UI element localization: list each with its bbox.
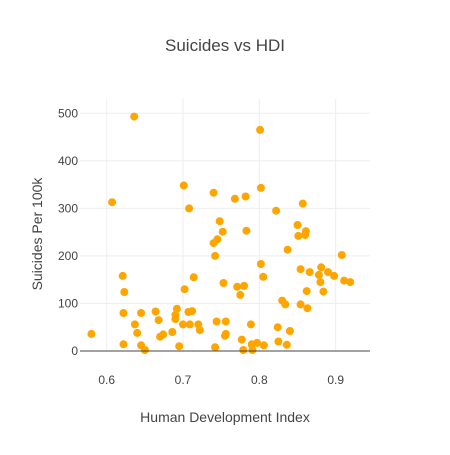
scatter-point	[212, 317, 221, 326]
x-tick-label: 0.9	[327, 373, 344, 387]
y-tick-label: 0	[71, 344, 78, 358]
scatter-point	[175, 342, 184, 351]
scatter-point	[218, 227, 227, 236]
scatter-point	[230, 194, 239, 203]
scatter-point	[133, 328, 142, 337]
scatter-point	[219, 279, 228, 287]
scatter-point	[346, 278, 355, 287]
scatter-point	[283, 245, 292, 254]
scatter-point	[330, 271, 339, 280]
scatter-point	[285, 327, 294, 335]
scatter-point	[118, 271, 127, 280]
scatter-point	[256, 260, 265, 268]
scatter-point	[213, 235, 222, 244]
y-tick-label: 100	[58, 296, 78, 310]
y-axis-title: Suicides Per 100k	[29, 177, 45, 291]
y-tick-label: 300	[58, 201, 78, 215]
scatter-point	[151, 307, 160, 316]
scatter-point	[316, 278, 325, 287]
scatter-point	[211, 251, 220, 260]
x-axis-title: Human Development Index	[140, 409, 310, 425]
x-tick-label: 0.8	[251, 373, 268, 387]
scatter-point	[140, 346, 149, 354]
scatter-point	[185, 320, 194, 329]
scatter-point	[239, 346, 248, 354]
scatter-point	[274, 337, 283, 346]
scatter-point	[314, 270, 323, 279]
scatter-point	[211, 343, 220, 352]
scatter-point	[209, 188, 218, 197]
scatter-point	[296, 265, 305, 274]
scatter-point	[221, 329, 230, 338]
scatter-point	[246, 320, 255, 329]
scatter-point	[188, 307, 197, 316]
scatter-point	[168, 328, 177, 336]
scatter-point	[130, 320, 139, 329]
y-tick-label: 500	[58, 106, 78, 120]
scatter-point	[296, 300, 305, 309]
scatter-point	[337, 251, 346, 259]
scatter-point	[303, 304, 312, 313]
scatter-point	[215, 217, 224, 226]
scatter-point	[319, 287, 328, 296]
scatter-point	[171, 315, 180, 324]
scatter-point	[253, 338, 262, 347]
scatter-point	[108, 198, 117, 207]
scatter-point	[293, 221, 302, 229]
scatter-point	[256, 125, 265, 134]
scatter-point	[221, 317, 230, 326]
y-tick-label: 400	[58, 154, 78, 168]
scatter-point	[242, 226, 251, 235]
scatter-point	[272, 206, 281, 215]
scatter-point	[137, 309, 146, 317]
scatter-point	[179, 320, 187, 329]
scatter-point	[130, 112, 139, 121]
scatter-point	[240, 281, 249, 290]
scatter-point	[233, 282, 242, 291]
scatter-point	[237, 335, 246, 344]
scatter-point	[301, 227, 310, 236]
scatter-point	[340, 276, 349, 285]
scatter-point	[159, 330, 168, 339]
chart-title: Suicides vs HDI	[165, 36, 285, 55]
scatter-point	[236, 290, 245, 299]
scatter-point	[273, 323, 282, 332]
scatter-points	[87, 112, 355, 354]
axes: 0.6 0.7 0.8 0.9 0 100 200 300 400 500	[58, 106, 370, 387]
scatter-point	[172, 304, 181, 313]
scatter-point	[282, 340, 291, 349]
x-tick-label: 0.7	[175, 373, 192, 387]
scatter-point	[305, 268, 314, 277]
scatter-point	[195, 326, 204, 335]
scatter-point	[302, 287, 311, 296]
scatter-point	[119, 309, 128, 317]
gridlines	[80, 99, 370, 351]
scatter-point	[119, 340, 128, 349]
x-tick-label: 0.6	[98, 373, 115, 387]
scatter-point	[259, 341, 268, 350]
scatter-point	[154, 316, 163, 325]
scatter-point	[241, 192, 250, 201]
scatter-point	[189, 273, 198, 282]
scatter-point	[180, 285, 189, 294]
scatter-point	[317, 263, 326, 272]
scatter-point	[248, 346, 257, 354]
scatter-point	[259, 272, 268, 281]
scatter-point	[324, 268, 332, 277]
scatter-point	[256, 183, 265, 192]
scatter-point	[298, 199, 307, 208]
scatter-point	[281, 300, 290, 309]
scatter-point	[179, 181, 188, 190]
scatter-point	[87, 329, 96, 338]
y-tick-label: 200	[58, 249, 78, 263]
scatter-point	[294, 231, 303, 240]
scatter-point	[185, 204, 194, 213]
scatter-point	[120, 288, 129, 296]
